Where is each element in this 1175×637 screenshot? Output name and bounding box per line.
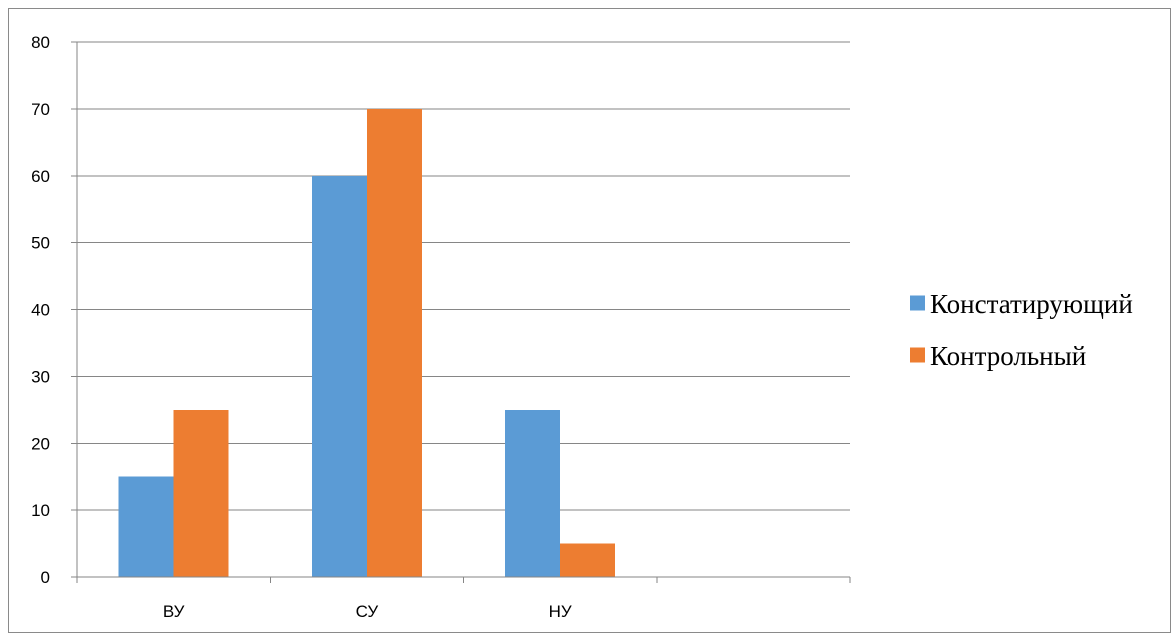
legend-label: Контрольный [930, 341, 1086, 371]
bar [505, 409, 561, 577]
x-tick-label: ВУ [163, 602, 185, 621]
legend: Констатирующий Контрольный [910, 289, 1133, 371]
bar [560, 543, 616, 577]
y-tick-label: 80 [31, 33, 50, 52]
y-tick-label: 50 [31, 234, 50, 253]
bar [311, 175, 367, 577]
y-tick-label: 20 [31, 434, 50, 453]
y-tick-label: 70 [31, 100, 50, 119]
tick-labels: 0 10 20 30 40 50 60 70 80 ВУ СУ НУ [31, 33, 572, 621]
y-tick-label: 30 [31, 367, 50, 386]
legend-swatch [910, 347, 925, 363]
bar [366, 108, 422, 577]
legend-label: Констатирующий [930, 289, 1133, 319]
bars [118, 108, 616, 577]
y-tick-label: 60 [31, 167, 50, 186]
legend-swatch [910, 295, 925, 311]
y-tick-label: 0 [41, 568, 50, 587]
bar [173, 409, 229, 577]
y-tick-label: 10 [31, 501, 50, 520]
x-tick-label: СУ [356, 602, 379, 621]
x-tick-label: НУ [549, 602, 572, 621]
bar [118, 476, 174, 577]
axes [71, 42, 851, 583]
y-tick-label: 40 [31, 301, 50, 320]
